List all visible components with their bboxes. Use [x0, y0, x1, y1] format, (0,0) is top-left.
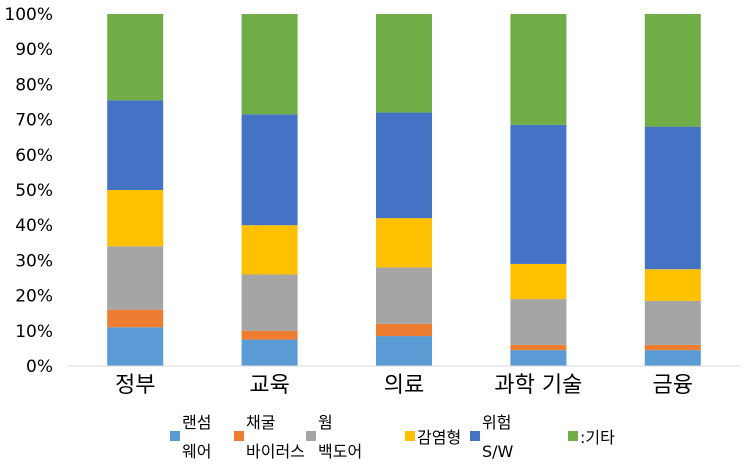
bar-segment — [510, 14, 567, 125]
x-tick-label: 교육 — [249, 373, 289, 398]
bar-segment — [510, 350, 567, 366]
bar-segment — [644, 300, 701, 345]
bar-segment — [510, 299, 567, 345]
y-tick-label: 60% — [15, 146, 53, 166]
legend-swatch — [170, 431, 180, 441]
bar-segment — [107, 190, 164, 247]
legend-swatch — [568, 431, 578, 441]
bar-segment — [644, 344, 701, 351]
y-tick-label: 20% — [15, 287, 53, 307]
legend-label: 위험 — [482, 413, 511, 432]
x-tick-label: 과학 기술 — [494, 373, 582, 398]
bar-segment — [107, 309, 164, 328]
bar-segment — [644, 14, 701, 127]
y-tick-label: 50% — [15, 181, 53, 201]
y-tick-label: 70% — [15, 111, 53, 131]
bar-segment — [376, 218, 432, 268]
bar-segment — [376, 112, 432, 219]
legend-swatch — [306, 431, 316, 441]
legend-label: 감염형 — [417, 428, 461, 447]
y-tick-label: 10% — [15, 322, 53, 342]
bar-segment — [241, 225, 298, 275]
bar-segment — [510, 263, 567, 300]
bar-segment — [510, 124, 567, 264]
legend-label: S/W — [482, 442, 514, 461]
x-tick-label: 의료 — [384, 373, 424, 398]
bar-segment — [107, 246, 164, 310]
legend-label: 웨어 — [182, 442, 211, 461]
bar-segment — [644, 126, 701, 270]
legend-swatch — [470, 431, 480, 441]
y-tick-label: 90% — [15, 40, 53, 60]
legend-label: 바이러스 — [246, 442, 305, 461]
bar-segment — [241, 114, 298, 226]
legend-label: 채굴 — [246, 413, 275, 432]
legend-swatch — [234, 431, 244, 441]
bar-segment — [376, 323, 432, 337]
legend-label: 랜섬 — [182, 413, 211, 432]
y-tick-label: 0% — [26, 357, 53, 377]
y-tick-label: 100% — [4, 5, 53, 25]
bar-stacks — [107, 14, 701, 366]
y-tick-label: 40% — [15, 216, 53, 236]
x-tick-label: 금융 — [653, 373, 693, 398]
x-tick-label: 정부 — [115, 373, 155, 398]
bar-segment — [644, 350, 701, 366]
y-tick-label: 80% — [15, 75, 53, 95]
legend-swatch — [405, 431, 415, 441]
bar-segment — [644, 269, 701, 301]
y-tick-label: 30% — [15, 251, 53, 271]
bar-segment — [241, 14, 298, 115]
bar-segment — [376, 14, 432, 113]
legend-label: 웜 — [318, 413, 333, 432]
bar-segment — [241, 274, 298, 331]
legend-label: 백도어 — [318, 442, 362, 461]
x-axis-tick-labels: 정부 교육 의료 과학 기술 금융 — [115, 373, 693, 398]
bar-segment — [241, 330, 298, 340]
bar-segment — [107, 327, 164, 366]
bar-segment — [376, 267, 432, 324]
bar-segment — [376, 336, 432, 366]
y-axis-tick-labels: 0% 10% 20% 30% 40% 50% 60% 70% 80% 90% 100% — [4, 5, 53, 377]
bar-segment — [107, 14, 164, 101]
bar-segment — [107, 100, 164, 190]
bar-segment — [510, 344, 567, 351]
legend-label: :기타 — [580, 428, 615, 447]
bar-segment — [241, 339, 298, 366]
